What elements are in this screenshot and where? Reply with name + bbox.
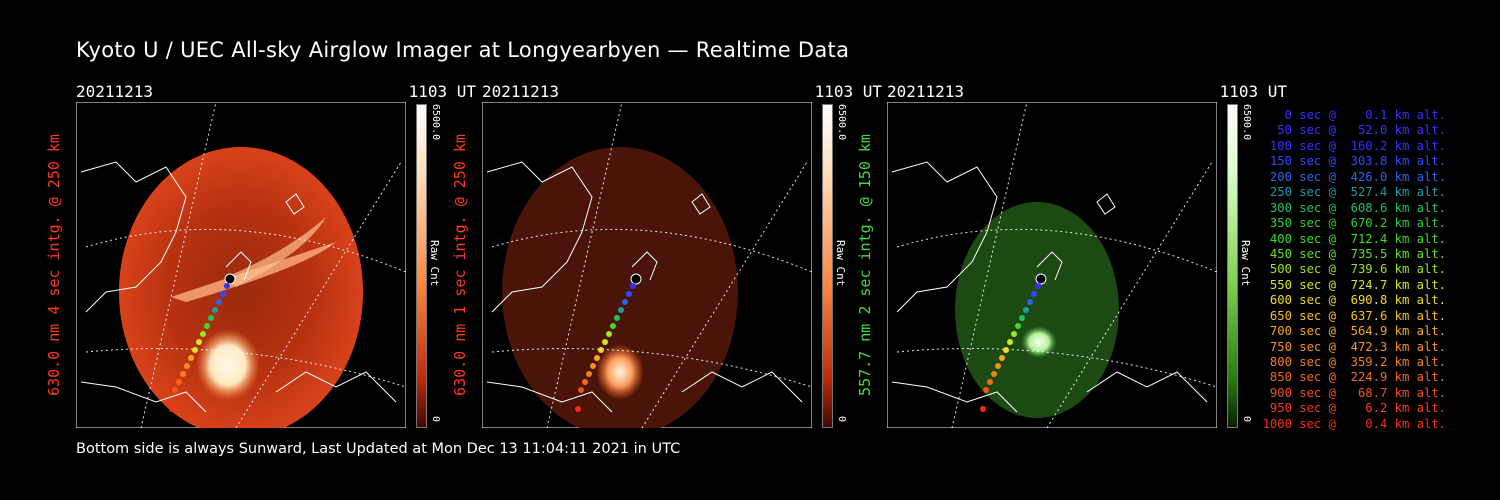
- colorbar: [1227, 104, 1238, 428]
- colorbar-max: 6500.0: [836, 104, 847, 141]
- colorbar-max: 6500.0: [430, 104, 441, 141]
- allsky-image: [76, 102, 406, 428]
- panel-630-1sec: 20211213 1103 UT: [451, 80, 882, 430]
- legend-row: 700 sec @ 564.9 km alt.: [1262, 324, 1446, 339]
- panel-date: 20211213: [887, 82, 965, 101]
- legend-row: 350 sec @ 670.2 km alt.: [1262, 216, 1446, 231]
- colorbar: [416, 104, 427, 428]
- panel-630-4sec: 20211213 1103 UT: [45, 80, 476, 430]
- legend-row: 0 sec @ 0.1 km alt.: [1262, 108, 1446, 122]
- legend-row: 800 sec @ 359.2 km alt.: [1262, 355, 1446, 369]
- trajectory: [169, 273, 236, 412]
- colorbar: [822, 104, 833, 428]
- colorbar-min: 0: [430, 416, 441, 423]
- panel-time: 1103 UT: [814, 82, 882, 101]
- page-title: Kyoto U / UEC All-sky Airglow Imager at …: [76, 38, 850, 62]
- panel-vertical-label: 557.7 nm 2 sec intg. @ 150 km: [856, 134, 874, 396]
- allsky-image: [887, 102, 1217, 428]
- panel-date: 20211213: [76, 82, 154, 101]
- legend-row: 400 sec @ 712.4 km alt.: [1262, 231, 1446, 246]
- legend-row: 950 sec @ 6.2 km alt.: [1262, 401, 1446, 416]
- legend-row: 250 sec @ 527.4 km alt.: [1262, 185, 1446, 200]
- legend-row: 750 sec @ 472.3 km alt.: [1262, 339, 1446, 354]
- panel-vertical-label: 630.0 nm 4 sec intg. @ 250 km: [45, 134, 63, 396]
- footer-note: Bottom side is always Sunward, Last Upda…: [76, 441, 681, 457]
- panel-vertical-label: 630.0 nm 1 sec intg. @ 250 km: [451, 134, 469, 396]
- time-altitude-legend: 0 sec @ 0.1 km alt. 50 sec @ 52.0 km alt…: [1250, 108, 1446, 432]
- legend-row: 500 sec @ 739.6 km alt.: [1262, 262, 1446, 277]
- legend-row: 100 sec @ 160.2 km alt.: [1262, 138, 1446, 153]
- colorbar-unit: Raw Cnt: [428, 240, 441, 287]
- panel-time: 1103 UT: [1219, 82, 1287, 101]
- legend-row: 450 sec @ 735.5 km alt.: [1262, 246, 1446, 261]
- colorbar-unit: Raw Cnt: [834, 240, 847, 287]
- legend-row: 900 sec @ 68.7 km alt.: [1262, 385, 1446, 400]
- legend-row: 300 sec @ 608.6 km alt.: [1262, 200, 1446, 215]
- colorbar-min: 0: [836, 416, 847, 423]
- allsky-image: [482, 102, 812, 428]
- legend-row: 650 sec @ 637.6 km alt.: [1262, 308, 1446, 323]
- legend-row: 200 sec @ 426.0 km alt.: [1262, 169, 1446, 184]
- legend-row: 50 sec @ 52.0 km alt.: [1262, 123, 1446, 138]
- legend-row: 1000 sec @ 0.4 km alt.: [1262, 416, 1446, 431]
- legend-row: 850 sec @ 224.9 km alt.: [1262, 370, 1446, 385]
- legend-row: 600 sec @ 690.8 km alt.: [1262, 293, 1446, 308]
- panel-557-2sec: 20211213 1103 UT: [856, 80, 1287, 430]
- panel-time: 1103 UT: [408, 82, 476, 101]
- legend-row: 550 sec @ 724.7 km alt.: [1262, 277, 1446, 292]
- panel-date: 20211213: [482, 82, 560, 101]
- legend-row: 150 sec @ 303.8 km alt.: [1262, 154, 1446, 169]
